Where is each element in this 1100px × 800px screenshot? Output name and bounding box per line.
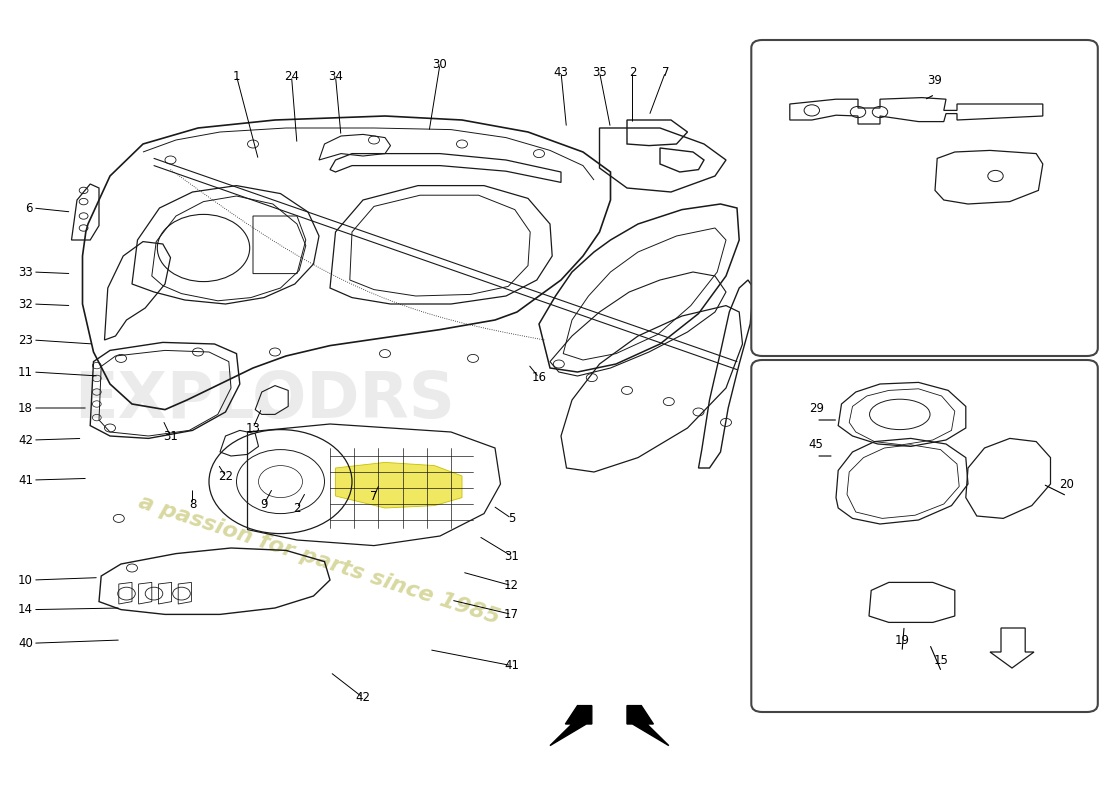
Text: 29: 29 <box>808 402 824 414</box>
Text: 42: 42 <box>18 434 33 446</box>
Text: 6: 6 <box>25 202 33 214</box>
Text: 41: 41 <box>18 474 33 486</box>
Text: 39: 39 <box>927 74 943 86</box>
Text: 24: 24 <box>284 70 299 82</box>
Text: 23: 23 <box>18 334 33 346</box>
Text: 20: 20 <box>1059 478 1075 490</box>
Text: 15: 15 <box>934 654 949 666</box>
Text: 7: 7 <box>662 66 669 78</box>
Polygon shape <box>336 462 462 508</box>
Text: 41: 41 <box>504 659 519 672</box>
Text: 2: 2 <box>294 502 300 514</box>
Text: 12: 12 <box>504 579 519 592</box>
Text: 45: 45 <box>808 438 824 450</box>
Text: 17: 17 <box>504 608 519 621</box>
Text: 43: 43 <box>553 66 569 78</box>
Text: 2: 2 <box>629 66 636 78</box>
FancyBboxPatch shape <box>751 360 1098 712</box>
Text: 22: 22 <box>218 470 233 482</box>
Text: 35: 35 <box>592 66 607 78</box>
Text: 19: 19 <box>894 634 910 646</box>
Text: 1: 1 <box>233 70 240 82</box>
Text: 40: 40 <box>18 637 33 650</box>
Text: 9: 9 <box>261 498 267 510</box>
Text: 32: 32 <box>18 298 33 310</box>
Text: since 1985: since 1985 <box>832 256 994 352</box>
Text: EXPLODRS: EXPLODRS <box>74 369 454 431</box>
Polygon shape <box>627 706 669 746</box>
Text: 18: 18 <box>18 402 33 414</box>
Text: 7: 7 <box>371 490 377 502</box>
Text: 33: 33 <box>19 266 33 278</box>
Text: 34: 34 <box>328 70 343 82</box>
Text: a passion for parts since 1985: a passion for parts since 1985 <box>136 492 502 628</box>
Text: 13: 13 <box>245 422 261 434</box>
Text: 30: 30 <box>432 58 448 70</box>
Text: 16: 16 <box>531 371 547 384</box>
Text: 10: 10 <box>18 574 33 586</box>
Text: 5: 5 <box>508 512 515 525</box>
FancyBboxPatch shape <box>751 40 1098 356</box>
Text: 8: 8 <box>189 498 196 510</box>
Text: EXPLODRS: EXPLODRS <box>789 203 1037 245</box>
Text: 31: 31 <box>504 550 519 562</box>
Text: 11: 11 <box>18 366 33 378</box>
Polygon shape <box>550 706 592 746</box>
Text: 42: 42 <box>355 691 371 704</box>
Text: 14: 14 <box>18 603 33 616</box>
Text: 31: 31 <box>163 430 178 442</box>
